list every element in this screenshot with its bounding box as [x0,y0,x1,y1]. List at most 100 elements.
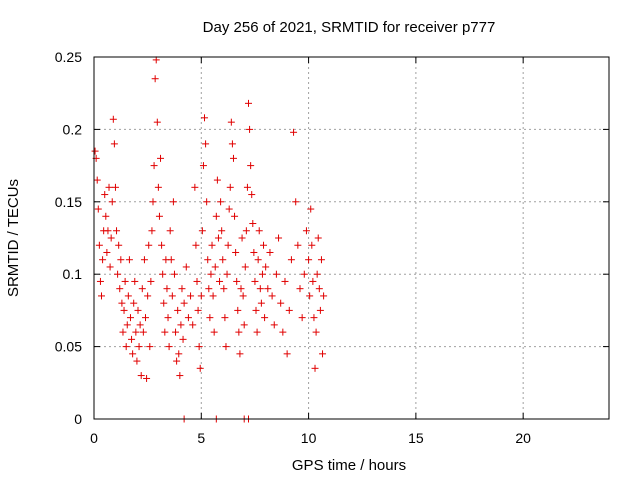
data-point [170,270,178,278]
data-point [261,314,269,322]
data-point [165,343,173,351]
data-point [116,285,124,293]
data-point [192,241,200,249]
data-point [101,191,109,199]
y-axis: 0 0.05 0.1 0.15 0.2 0.25 [55,49,609,427]
data-point [266,248,274,256]
data-point [108,198,116,206]
data-point [187,292,195,300]
data-point [107,234,115,242]
data-point [296,285,304,293]
data-point [163,285,171,293]
data-point [231,212,239,220]
data-point [189,321,197,329]
y-tick-label: 0.25 [55,49,82,65]
data-point [218,227,226,235]
data-point [290,128,298,136]
data-point [148,227,156,235]
data-point [312,328,320,336]
data-point [302,227,310,235]
data-point [268,292,276,300]
data-point [168,292,176,300]
data-point [142,314,149,322]
data-point [292,198,300,206]
data-point [167,256,175,264]
plot-frame [93,56,610,420]
data-point [205,285,213,293]
data-point [287,256,295,264]
data-point [234,306,242,314]
data-point [225,205,233,213]
data-point [113,227,121,235]
data-point [134,306,142,314]
x-tick-label: 0 [90,430,98,446]
data-point [164,314,172,322]
data-point [219,256,227,264]
data-point [277,299,285,307]
data-point [195,343,203,351]
data-point [256,285,264,293]
data-point [314,234,322,242]
data-point [207,270,215,278]
data-point [178,285,186,293]
data-point [151,75,159,83]
data-point [150,162,158,170]
data-point [126,314,134,322]
data-point [279,328,287,336]
data-point [152,56,160,64]
data-point [320,292,328,300]
data-point [214,234,222,242]
y-tick-label: 0.15 [55,194,82,210]
data-point [105,183,113,191]
data-point [241,263,249,271]
data-point [194,306,202,314]
data-point [226,183,234,191]
y-tick-label: 0 [74,411,82,427]
data-point [114,270,122,278]
y-tick-label: 0.2 [63,121,83,137]
data-point [109,115,117,123]
data-point [223,270,231,278]
data-point [311,364,319,372]
data-point [153,118,161,126]
data-point [103,248,111,256]
data-point [245,99,252,107]
data-point [179,335,187,343]
data-point [96,277,104,285]
y-tick-label: 0.05 [55,339,82,355]
data-point [124,292,132,300]
data-point [212,212,220,220]
data-point [315,285,323,293]
data-point [155,212,163,220]
data-point [264,285,272,293]
data-point [98,292,106,300]
data-point [246,125,254,133]
data-point [206,314,214,322]
data-point [248,191,256,199]
data-point [209,292,217,300]
data-point [111,183,119,191]
data-point [260,241,268,249]
data-point [236,350,244,358]
data-point [237,285,245,293]
data-point [308,241,316,249]
data-point [154,183,162,191]
data-point [174,306,182,314]
data-point [91,147,99,155]
data-point [197,292,205,300]
data-point [229,154,237,162]
grid-lines [94,57,609,419]
data-point [143,374,151,382]
data-point [115,241,123,249]
data-point [242,227,250,235]
data-point [121,277,129,285]
data-point [122,343,130,351]
data-point [281,277,289,285]
data-point [180,299,188,307]
data-point [137,372,145,380]
data-point [275,234,283,242]
data-point [133,357,141,365]
data-point [136,321,144,329]
data-point [319,350,327,358]
